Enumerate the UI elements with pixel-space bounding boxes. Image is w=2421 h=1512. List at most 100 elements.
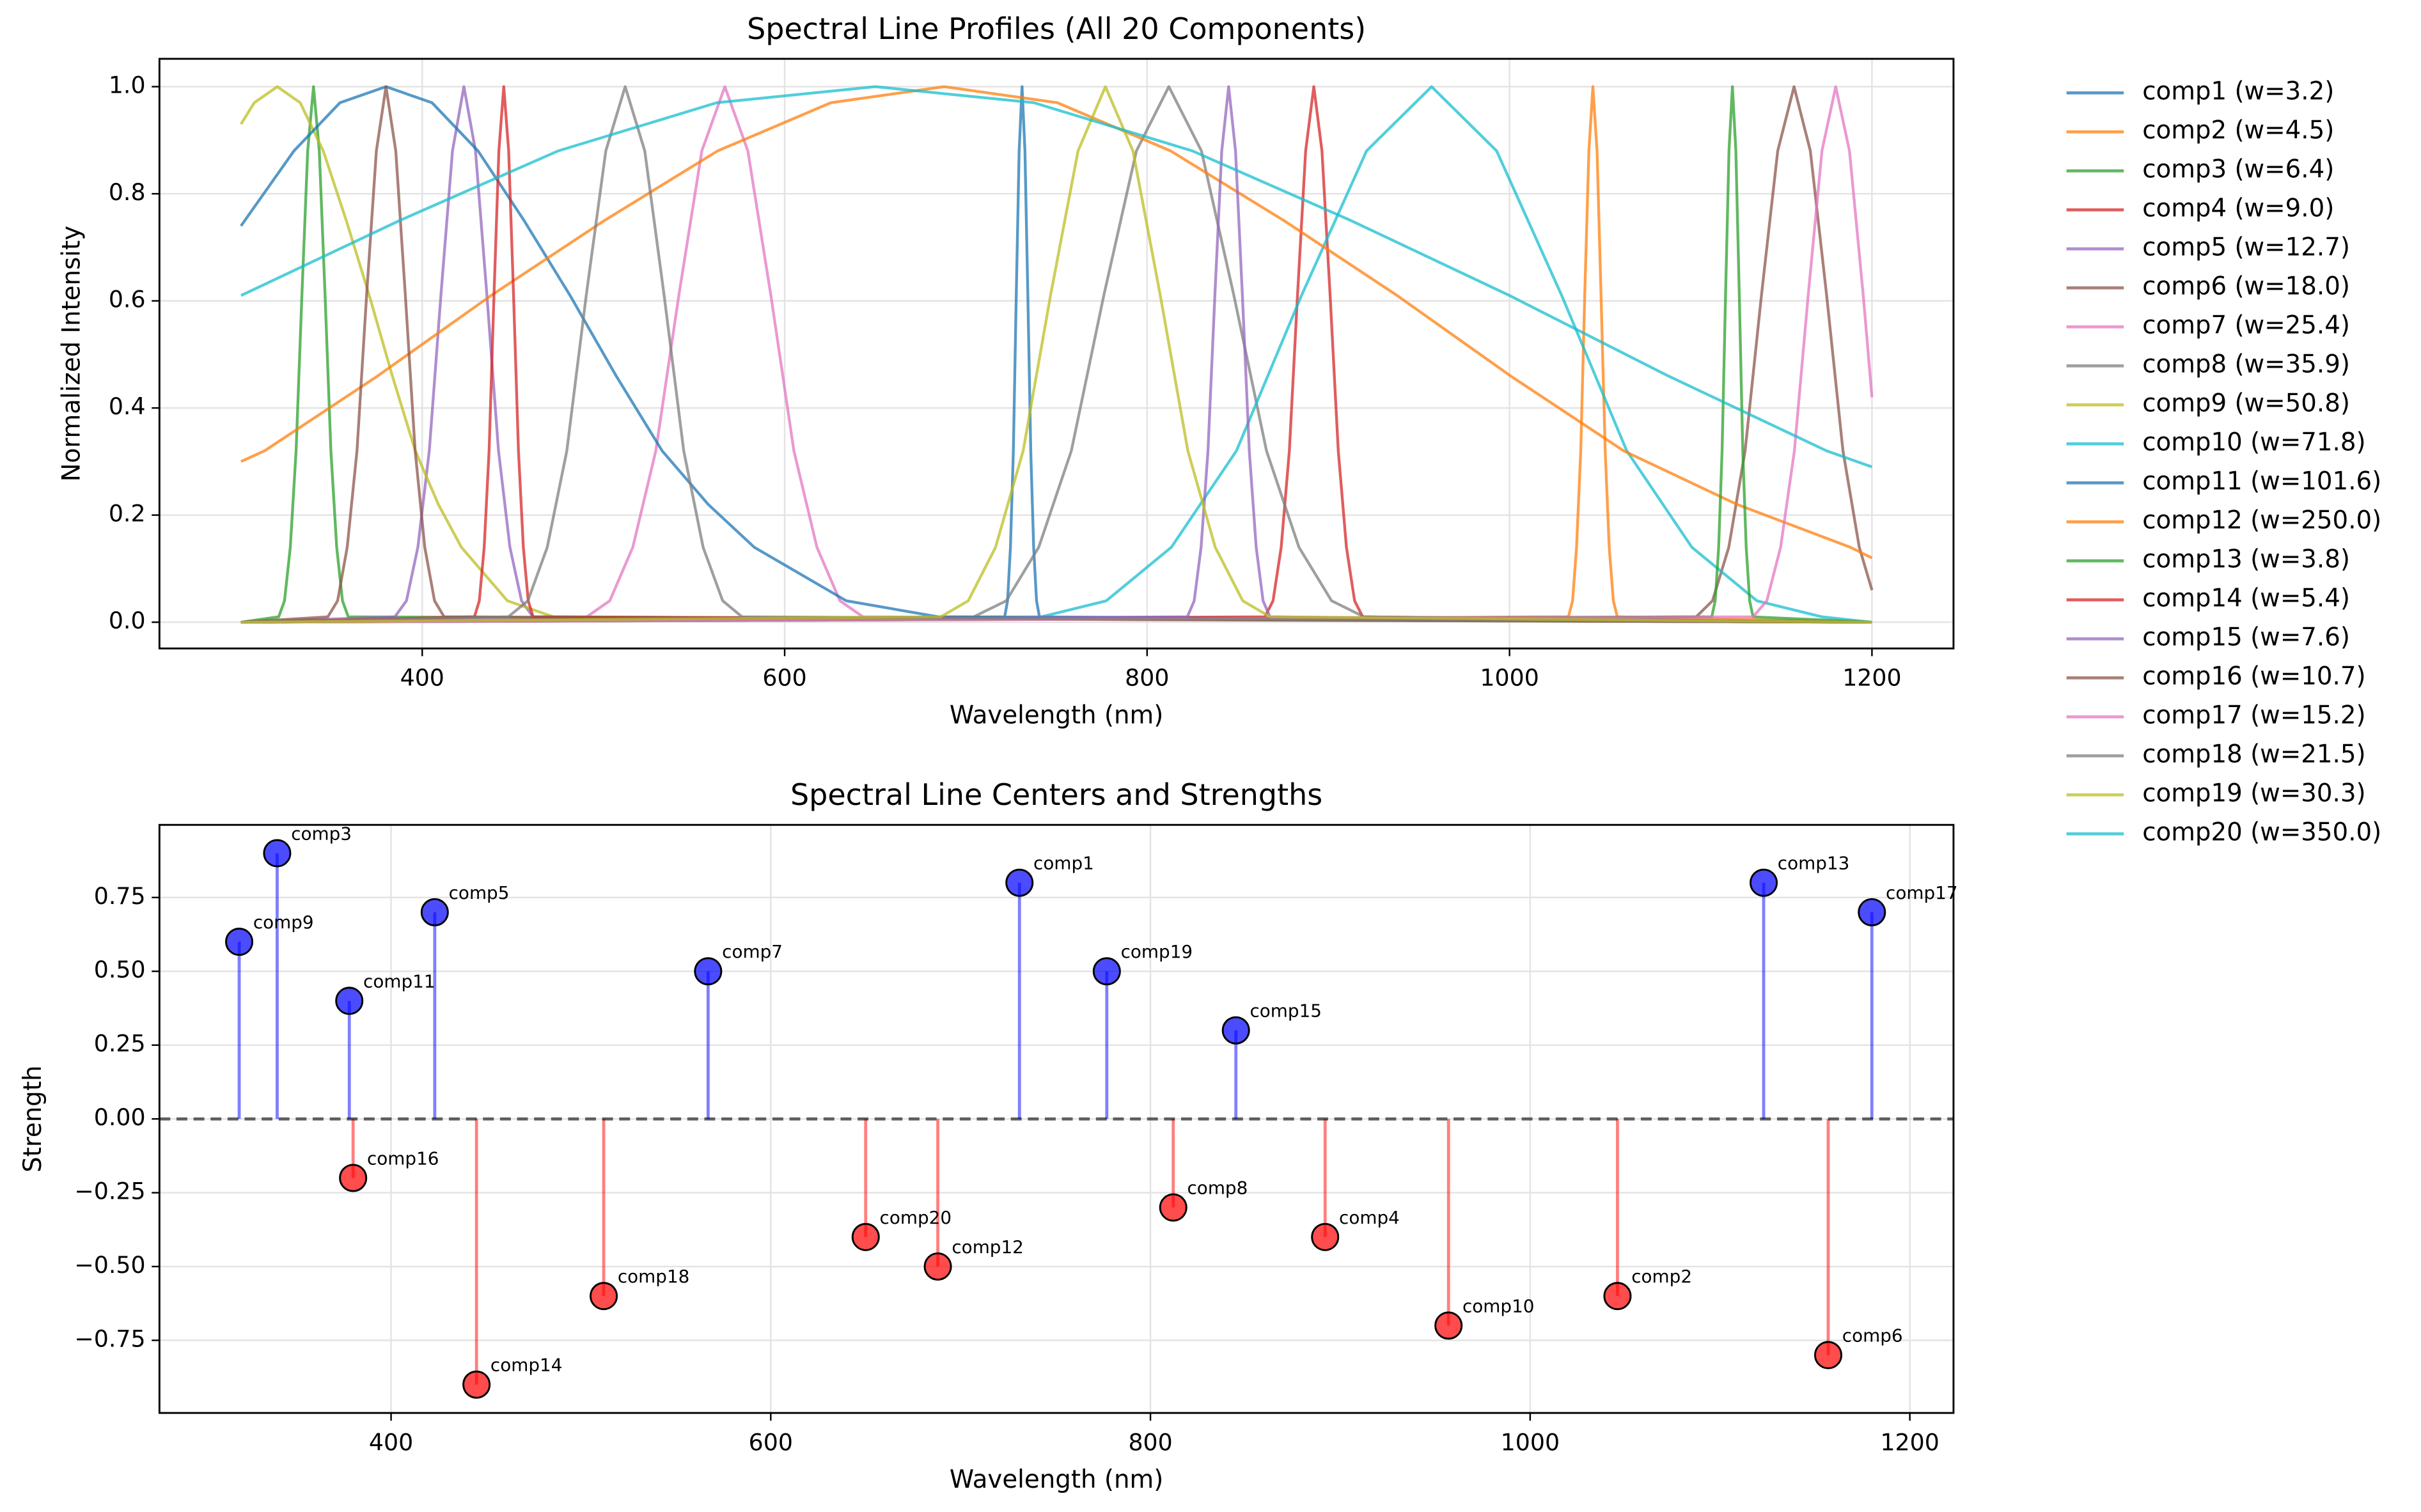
y-tick-label: 0.75 [94,882,146,910]
legend-label: comp2 (w=4.5) [2142,116,2334,145]
point-label: comp5 [449,882,510,903]
marker [923,1252,952,1281]
legend-label: comp5 (w=12.7) [2142,233,2350,262]
legend-label: comp11 (w=101.6) [2142,467,2381,496]
profile-line [240,85,1872,624]
profile-line [240,85,1873,469]
marker [851,1222,880,1251]
legend-label: comp10 (w=71.8) [2142,428,2365,457]
y-tick-label: −0.50 [74,1251,145,1279]
point-label: comp3 [291,823,352,845]
point-label: comp12 [952,1236,1024,1258]
legend-label: comp9 (w=50.8) [2142,389,2350,418]
point-label: comp13 [1778,853,1850,874]
marker [335,986,364,1015]
profile-line [240,85,1872,624]
profile-line [240,85,1872,624]
point-label: comp10 [1462,1295,1535,1316]
profile-line [240,85,1872,624]
profile-line [240,85,1872,624]
chart-title: Spectral Line Centers and Strengths [790,777,1322,812]
legend-label: comp17 (w=15.2) [2142,701,2365,730]
marker [694,957,723,986]
marker [339,1164,368,1192]
marker [462,1370,491,1399]
legend-label: comp3 (w=6.4) [2142,155,2334,184]
legend-label: comp7 (w=25.4) [2142,311,2350,340]
point-label: comp15 [1250,1001,1322,1022]
background [3,0,2418,1512]
point-label: comp11 [363,970,435,992]
legend-label: comp20 (w=350.0) [2142,818,2381,847]
x-tick-label: 1200 [1880,1428,1939,1456]
x-tick-label: 800 [1125,664,1169,692]
y-tick-label: 0.25 [94,1030,146,1057]
x-axis-label: Wavelength (nm) [950,701,1163,729]
profile-line [240,85,1874,624]
legend-label: comp8 (w=35.9) [2142,350,2350,379]
marker [1750,868,1778,897]
y-axis-label: Strength [19,1065,47,1173]
marker [1005,868,1034,897]
y-tick-label: 0.6 [109,286,146,313]
legend-label: comp19 (w=30.3) [2142,779,2365,808]
marker [1858,898,1886,926]
profile-line [240,85,1873,559]
legend-label: comp15 (w=7.6) [2142,623,2350,652]
profile-line [240,85,1872,624]
y-axis-label: Normalized Intensity [57,226,86,481]
profile-line [240,85,1872,624]
marker [1434,1311,1463,1340]
marker [1092,957,1121,986]
y-tick-label: 0.00 [94,1103,146,1131]
marker [1159,1193,1187,1222]
point-label: comp9 [253,912,314,933]
x-tick-label: 600 [749,1428,793,1456]
marker [1603,1282,1632,1311]
legend-label: comp16 (w=10.7) [2142,662,2365,691]
x-tick-label: 1000 [1480,664,1539,692]
point-label: comp16 [367,1148,439,1169]
profile-line [240,85,1872,624]
profile-line [240,85,1872,624]
legend-label: comp18 (w=21.5) [2142,740,2365,769]
y-tick-label: 0.4 [109,393,146,420]
point-label: comp8 [1187,1178,1248,1199]
point-label: comp20 [880,1207,952,1228]
legend-label: comp13 (w=3.8) [2142,545,2350,574]
point-label: comp6 [1842,1325,1903,1346]
profile-line [240,85,1874,624]
marker [590,1282,618,1311]
legend-label: comp1 (w=3.2) [2142,77,2334,106]
x-tick-label: 400 [400,664,444,692]
profile-line [240,85,1872,624]
y-tick-label: 0.8 [109,178,146,206]
point-label: comp18 [618,1266,690,1287]
y-tick-label: 0.2 [109,500,146,527]
x-tick-label: 1000 [1501,1428,1560,1456]
point-label: comp19 [1121,941,1193,962]
profile-line [240,85,1872,624]
x-tick-label: 400 [369,1428,413,1456]
profile-line [240,85,1872,624]
x-tick-label: 1200 [1842,664,1901,692]
profile-line [240,85,1872,624]
point-label: comp4 [1339,1207,1400,1228]
legend-label: comp6 (w=18.0) [2142,272,2350,301]
plot-frame [158,823,1955,1414]
profile-line [240,85,1872,624]
point-label: comp7 [722,941,783,962]
marker [1814,1341,1843,1369]
y-tick-label: −0.75 [74,1325,145,1352]
marker [263,839,292,868]
legend-label: comp4 (w=9.0) [2142,194,2334,223]
plot-frame [158,58,1955,650]
marker [1311,1222,1340,1251]
legend-label: comp12 (w=250.0) [2142,506,2381,535]
legend-label: comp14 (w=5.4) [2142,584,2350,613]
point-label: comp17 [1886,882,1958,903]
y-tick-label: 0.50 [94,956,146,983]
chart-title: Spectral Line Profiles (All 20 Component… [747,12,1366,46]
